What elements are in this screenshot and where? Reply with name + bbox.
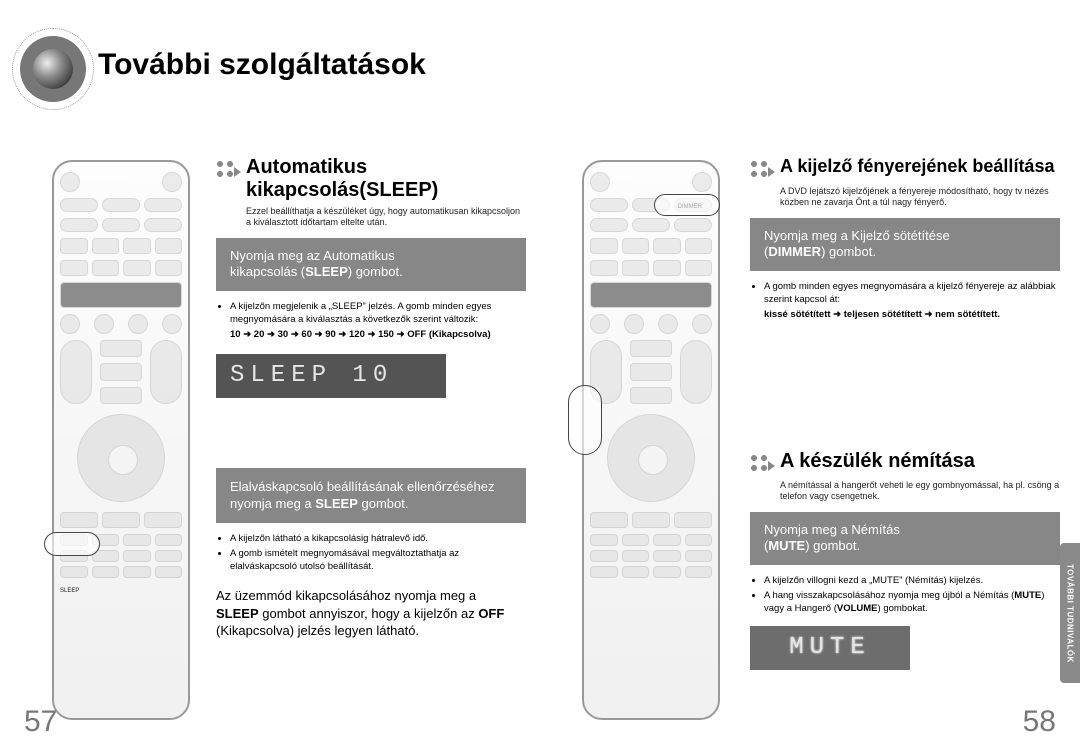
dimmer-bullets: A gomb minden egyes megnyomására a kijel…	[750, 281, 1060, 307]
step-mute-press: Nyomja meg a Némítás (MUTE) gombot.	[750, 512, 1060, 566]
remote-control-illustration: DIMMER	[582, 160, 720, 720]
step-dimmer-press: Nyomja meg a Kijelző sötétítése (DIMMER)…	[750, 218, 1060, 272]
page-right: DIMMER A kijelző fényerejének beállítása…	[540, 0, 1080, 753]
step-line1: Nyomja meg az Automatikus	[230, 248, 512, 265]
step-sleep-press: Nyomja meg az Automatikus kikapcsolás (S…	[216, 238, 526, 292]
dimmer-button-callout	[654, 194, 720, 216]
page-title: További szolgáltatások	[98, 48, 426, 82]
sleep-button-callout	[44, 532, 100, 556]
section-title: A kijelző fényerejének beállítása	[780, 156, 1054, 177]
page-number-right: 58	[1023, 705, 1056, 739]
sleep-off-paragraph: Az üzemmód kikapcsolásához nyomja meg a …	[216, 587, 526, 640]
sleep-sequence: 10 ➜ 20 ➜ 30 ➜ 60 ➜ 90 ➜ 120 ➜ 150 ➜ OFF…	[230, 329, 491, 340]
mute-button-callout	[568, 385, 602, 455]
section-sleep: Automatikus kikapcsolás(SLEEP) Ezzel beá…	[216, 156, 526, 640]
section-title-suffix: (SLEEP)	[359, 179, 438, 201]
section-marker-icon	[216, 160, 238, 182]
section-subtitle: Ezzel beállíthatja a készüléket úgy, hog…	[246, 206, 526, 228]
lcd-sleep-display: SLEEP 10	[216, 354, 446, 398]
section-dimmer: A kijelző fényerejének beállítása A DVD …	[750, 156, 1060, 322]
section-marker-icon	[750, 454, 772, 476]
sleep-bullets-2: A kijelzőn látható a kikapcsolásig hátra…	[216, 533, 526, 573]
dimmer-sequence: kissé sötétített ➜ teljesen sötétített ➜…	[764, 309, 1000, 320]
step-sleep-check: Elalváskapcsoló beállításának ellenőrzés…	[216, 468, 526, 523]
section-subtitle: A DVD lejátszó kijelzőjének a fényereje …	[780, 186, 1060, 208]
page-left: További szolgáltatások SLEEP	[0, 0, 540, 753]
remote-sleep-label: SLEEP	[60, 588, 79, 594]
lcd-mute-display: MUTE	[750, 626, 910, 670]
sleep-bullets-1: A kijelzőn megjelenik a „SLEEP” jelzés. …	[216, 301, 526, 327]
remote-control-illustration: SLEEP	[52, 160, 190, 720]
mute-bullets: A kijelzőn villogni kezd a „MUTE” (Némít…	[750, 575, 1060, 615]
side-tab: TOVÁBBI TUDNIVALÓK	[1060, 543, 1080, 683]
section-title: A készülék némítása	[780, 450, 975, 473]
section-marker-icon	[750, 160, 772, 182]
section-mute: A készülék némítása A némítással a hange…	[750, 450, 1060, 670]
section-subtitle: A némítással a hangerőt veheti le egy go…	[780, 480, 1060, 502]
page-number-left: 57	[24, 705, 57, 739]
section-title: Automatikus kikapcsolás	[246, 156, 367, 201]
speaker-badge-icon	[12, 28, 94, 110]
